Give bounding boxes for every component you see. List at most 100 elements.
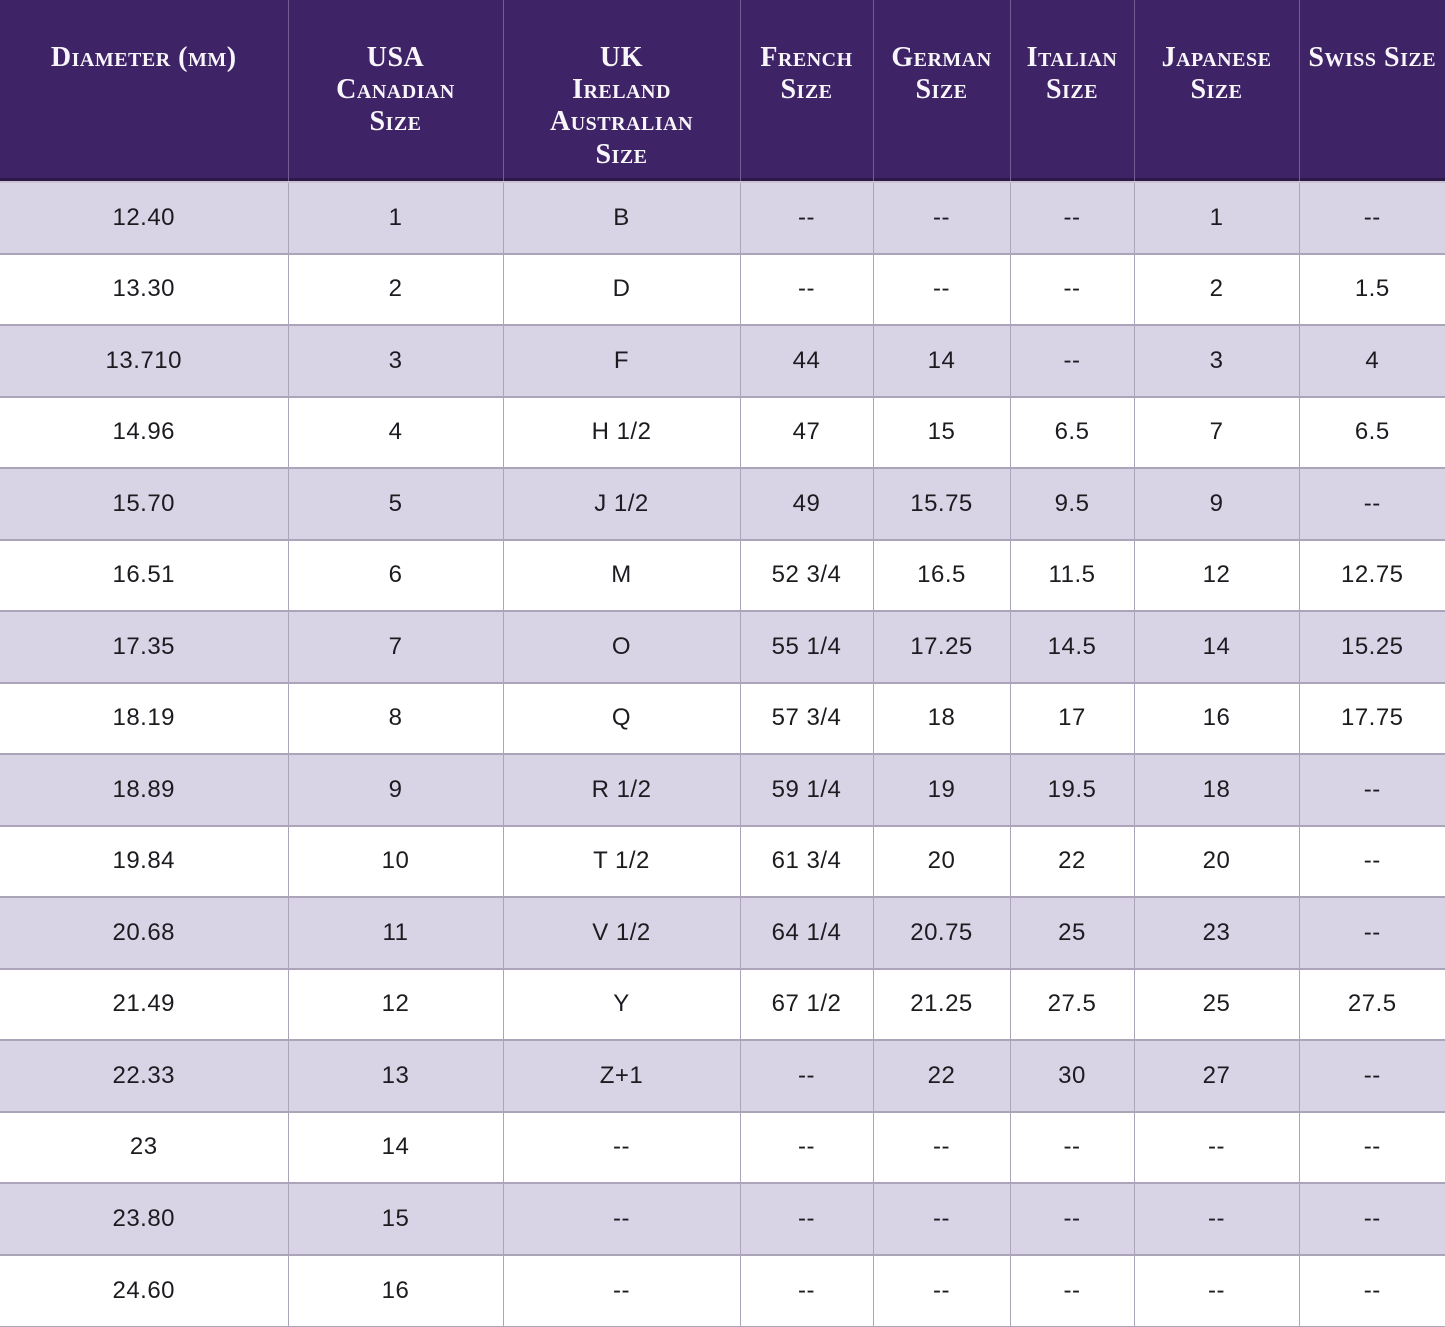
cell-french: 44 <box>739 324 874 397</box>
column-header-line: Ireland <box>572 74 671 106</box>
cell-uk-ireland-australian: H 1/2 <box>502 395 741 469</box>
column-header-line: French <box>760 42 853 73</box>
cell-italian: -- <box>1009 1253 1135 1327</box>
column-header-line: UK <box>600 42 643 73</box>
cell-italian: -- <box>1009 1182 1135 1255</box>
cell-uk-ireland-australian: Q <box>502 681 741 755</box>
table-row: 14.96 4 H 1/2 47 15 6.5 7 6.5 <box>0 395 1445 469</box>
cell-swiss: 27.5 <box>1298 967 1445 1041</box>
cell-usa-canadian: 4 <box>287 395 504 469</box>
table-row: 21.49 12 Y 67 1/2 21.25 27.5 25 27.5 <box>0 967 1445 1041</box>
column-header-italian: Italian Size <box>1010 0 1135 183</box>
cell-diameter-mm: 19.84 <box>0 824 289 898</box>
cell-swiss: -- <box>1298 1110 1445 1184</box>
cell-usa-canadian: 1 <box>287 181 504 254</box>
cell-italian: 30 <box>1009 1039 1135 1112</box>
cell-diameter-mm: 14.96 <box>0 395 289 469</box>
cell-german: 16.5 <box>872 538 1011 612</box>
cell-italian: 27.5 <box>1009 967 1135 1041</box>
table-row: 23.80 15 -- -- -- -- -- -- <box>0 1182 1445 1255</box>
cell-uk-ireland-australian: Y <box>502 967 741 1041</box>
cell-italian: -- <box>1009 252 1135 326</box>
cell-japanese: -- <box>1133 1182 1300 1255</box>
cell-uk-ireland-australian: V 1/2 <box>502 896 741 969</box>
cell-usa-canadian: 10 <box>287 824 504 898</box>
cell-usa-canadian: 3 <box>287 324 504 397</box>
cell-japanese: -- <box>1133 1253 1300 1327</box>
table-row: 24.60 16 -- -- -- -- -- -- <box>0 1253 1445 1327</box>
table-row: 13.710 3 F 44 14 -- 3 4 <box>0 324 1445 397</box>
column-header-line: Italian <box>1026 42 1118 73</box>
column-header-japanese: Japanese Size <box>1134 0 1300 183</box>
column-header-line: Size <box>915 74 968 106</box>
column-header-line: German <box>891 42 992 73</box>
cell-uk-ireland-australian: -- <box>502 1253 741 1327</box>
cell-japanese: 3 <box>1133 324 1300 397</box>
cell-french: 59 1/4 <box>739 753 874 826</box>
cell-french: 55 1/4 <box>739 610 874 683</box>
cell-swiss: 15.25 <box>1298 610 1445 683</box>
column-header-line: Diameter (mm) <box>50 42 237 73</box>
column-header-line: Size <box>780 74 833 106</box>
cell-usa-canadian: 15 <box>287 1182 504 1255</box>
column-header-line: Size <box>595 138 648 170</box>
cell-french: -- <box>739 1110 874 1184</box>
cell-uk-ireland-australian: Z+1 <box>502 1039 741 1112</box>
cell-german: -- <box>872 181 1011 254</box>
cell-italian: -- <box>1009 324 1135 397</box>
cell-usa-canadian: 13 <box>287 1039 504 1112</box>
cell-french: 67 1/2 <box>739 967 874 1041</box>
cell-italian: -- <box>1009 1110 1135 1184</box>
cell-german: 20 <box>872 824 1011 898</box>
cell-uk-ireland-australian: T 1/2 <box>502 824 741 898</box>
cell-diameter-mm: 23.80 <box>0 1182 289 1255</box>
cell-swiss: -- <box>1298 824 1445 898</box>
cell-japanese: 23 <box>1133 896 1300 969</box>
cell-usa-canadian: 6 <box>287 538 504 612</box>
cell-uk-ireland-australian: R 1/2 <box>502 753 741 826</box>
column-header-line: Size <box>369 106 422 138</box>
cell-german: 21.25 <box>872 967 1011 1041</box>
table-row: 17.35 7 O 55 1/4 17.25 14.5 14 15.25 <box>0 610 1445 683</box>
cell-italian: 6.5 <box>1009 395 1135 469</box>
cell-german: 22 <box>872 1039 1011 1112</box>
cell-usa-canadian: 9 <box>287 753 504 826</box>
cell-japanese: 20 <box>1133 824 1300 898</box>
column-header-german: German Size <box>873 0 1011 183</box>
cell-diameter-mm: 18.19 <box>0 681 289 755</box>
column-header-line: Japanese Size <box>1161 42 1272 106</box>
column-header-french: French Size <box>740 0 874 183</box>
cell-usa-canadian: 14 <box>287 1110 504 1184</box>
cell-italian: 25 <box>1009 896 1135 969</box>
cell-japanese: 25 <box>1133 967 1300 1041</box>
column-header-line: Australian <box>549 106 694 138</box>
cell-french: 47 <box>739 395 874 469</box>
cell-swiss: -- <box>1298 1039 1445 1112</box>
cell-uk-ireland-australian: -- <box>502 1110 741 1184</box>
cell-german: -- <box>872 1253 1011 1327</box>
cell-uk-ireland-australian: B <box>502 181 741 254</box>
cell-diameter-mm: 13.710 <box>0 324 289 397</box>
cell-swiss: -- <box>1298 181 1445 254</box>
cell-german: -- <box>872 252 1011 326</box>
cell-swiss: -- <box>1298 1253 1445 1327</box>
cell-italian: 11.5 <box>1009 538 1135 612</box>
cell-diameter-mm: 13.30 <box>0 252 289 326</box>
cell-german: 17.25 <box>872 610 1011 683</box>
cell-german: 14 <box>872 324 1011 397</box>
cell-japanese: 27 <box>1133 1039 1300 1112</box>
table-row: 15.70 5 J 1/2 49 15.75 9.5 9 -- <box>0 467 1445 540</box>
cell-german: 18 <box>872 681 1011 755</box>
cell-french: -- <box>739 1182 874 1255</box>
cell-diameter-mm: 16.51 <box>0 538 289 612</box>
cell-french: 61 3/4 <box>739 824 874 898</box>
cell-german: -- <box>872 1182 1011 1255</box>
cell-swiss: 12.75 <box>1298 538 1445 612</box>
cell-german: 20.75 <box>872 896 1011 969</box>
cell-japanese: -- <box>1133 1110 1300 1184</box>
cell-german: -- <box>872 1110 1011 1184</box>
cell-japanese: 14 <box>1133 610 1300 683</box>
cell-usa-canadian: 11 <box>287 896 504 969</box>
cell-uk-ireland-australian: F <box>502 324 741 397</box>
column-header-line: Size <box>1045 74 1099 106</box>
